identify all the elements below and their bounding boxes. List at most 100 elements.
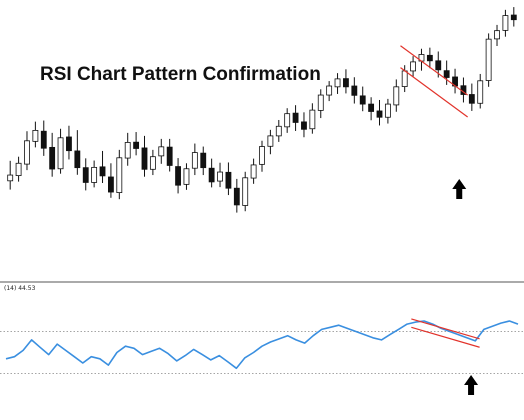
candle-body-bullish [275,125,282,137]
candle [158,138,165,164]
candle [166,138,173,172]
candle [376,99,383,126]
candle-body-bullish [477,80,484,104]
candle-body-bearish [225,171,232,189]
candle-body-bearish [233,187,240,206]
candle [24,131,30,171]
candle-body-bullish [267,135,274,147]
candle-body-bullish [124,142,131,159]
candle [191,143,198,176]
candle-body-bullish [32,129,39,142]
candle [225,162,232,196]
candle-body-bullish [183,168,190,185]
up-arrow-icon [452,179,467,199]
candle [15,156,22,182]
indicator-label: (14) 44.53 [4,285,36,292]
candle [317,89,324,119]
candle [292,105,299,131]
rsi-confirmation-arrow [464,375,479,395]
candle [49,132,56,177]
candle [393,79,400,112]
candle-body-bearish [368,103,375,112]
candle-body-bearish [376,110,383,118]
annotations [400,45,480,395]
candle [233,178,240,213]
candle-body-bearish [468,94,475,104]
candle-body-bullish [191,152,198,169]
candle-body-bearish [200,152,207,169]
candle [66,125,72,160]
candle [57,128,64,174]
candle [494,24,500,47]
price-panel [7,7,517,213]
candle-body-bearish [443,70,450,78]
candle-body-bullish [7,174,14,182]
candle-body-bullish [158,146,165,157]
candle [116,149,123,200]
price-channel-upper [400,45,468,96]
price-confirmation-arrow [452,179,467,199]
candle-body-bullish [485,38,492,81]
candle [452,68,458,94]
candle [7,160,14,190]
candle-body-bearish [74,150,81,169]
candle-body-bearish [292,112,299,123]
candle [384,98,391,124]
candle-body-bearish [426,54,433,62]
candle [284,108,291,133]
candle [74,130,81,175]
rsi-trendline-upper [411,318,480,340]
candle-body-bullish [250,164,257,179]
candle [175,158,181,194]
candle-body-bullish [24,140,30,165]
candle [91,160,98,188]
candle-body-bullish [326,85,333,96]
candle-body-bearish [133,141,140,149]
candle [426,47,433,69]
candle [502,9,509,37]
candle [82,158,89,191]
candle-body-bearish [510,14,517,21]
candle-body-bearish [166,146,173,166]
candle-body-bearish [66,136,72,152]
candle [275,119,282,142]
candle-body-bullish [384,103,391,118]
candle [200,146,207,176]
candle-body-bullish [284,113,291,128]
candle-body-bullish [242,177,249,206]
candle-body-bullish [259,146,265,165]
candle-body-bullish [116,157,123,193]
candle [351,77,358,104]
candle [124,132,131,166]
candle-body-bullish [317,94,324,111]
rsi-trendline-lower [411,326,480,348]
chart-title: RSI Chart Pattern Confirmation [40,64,321,85]
candle-body-bearish [435,60,442,71]
candle-body-bearish [343,78,349,88]
candle [267,129,274,155]
candle [183,163,190,190]
candle [468,83,475,111]
candle [141,135,148,177]
candle-body-bearish [82,167,89,183]
candle [334,73,341,94]
candle-body-bullish [393,86,400,106]
candle [510,7,517,27]
rsi-line [5,320,519,370]
candle-body-bullish [309,109,316,130]
candle-body-bullish [57,137,64,170]
candle-body-bearish [40,130,47,149]
candle-body-bearish [351,85,358,96]
candle [368,97,375,121]
candle [485,33,492,87]
candle [359,86,366,112]
candle-body-bearish [359,95,366,105]
candle [309,103,316,134]
candle-body-bearish [141,147,148,170]
candle [99,150,106,184]
candle-body-bullish [15,162,22,177]
candle [250,158,257,184]
candle [133,132,140,156]
